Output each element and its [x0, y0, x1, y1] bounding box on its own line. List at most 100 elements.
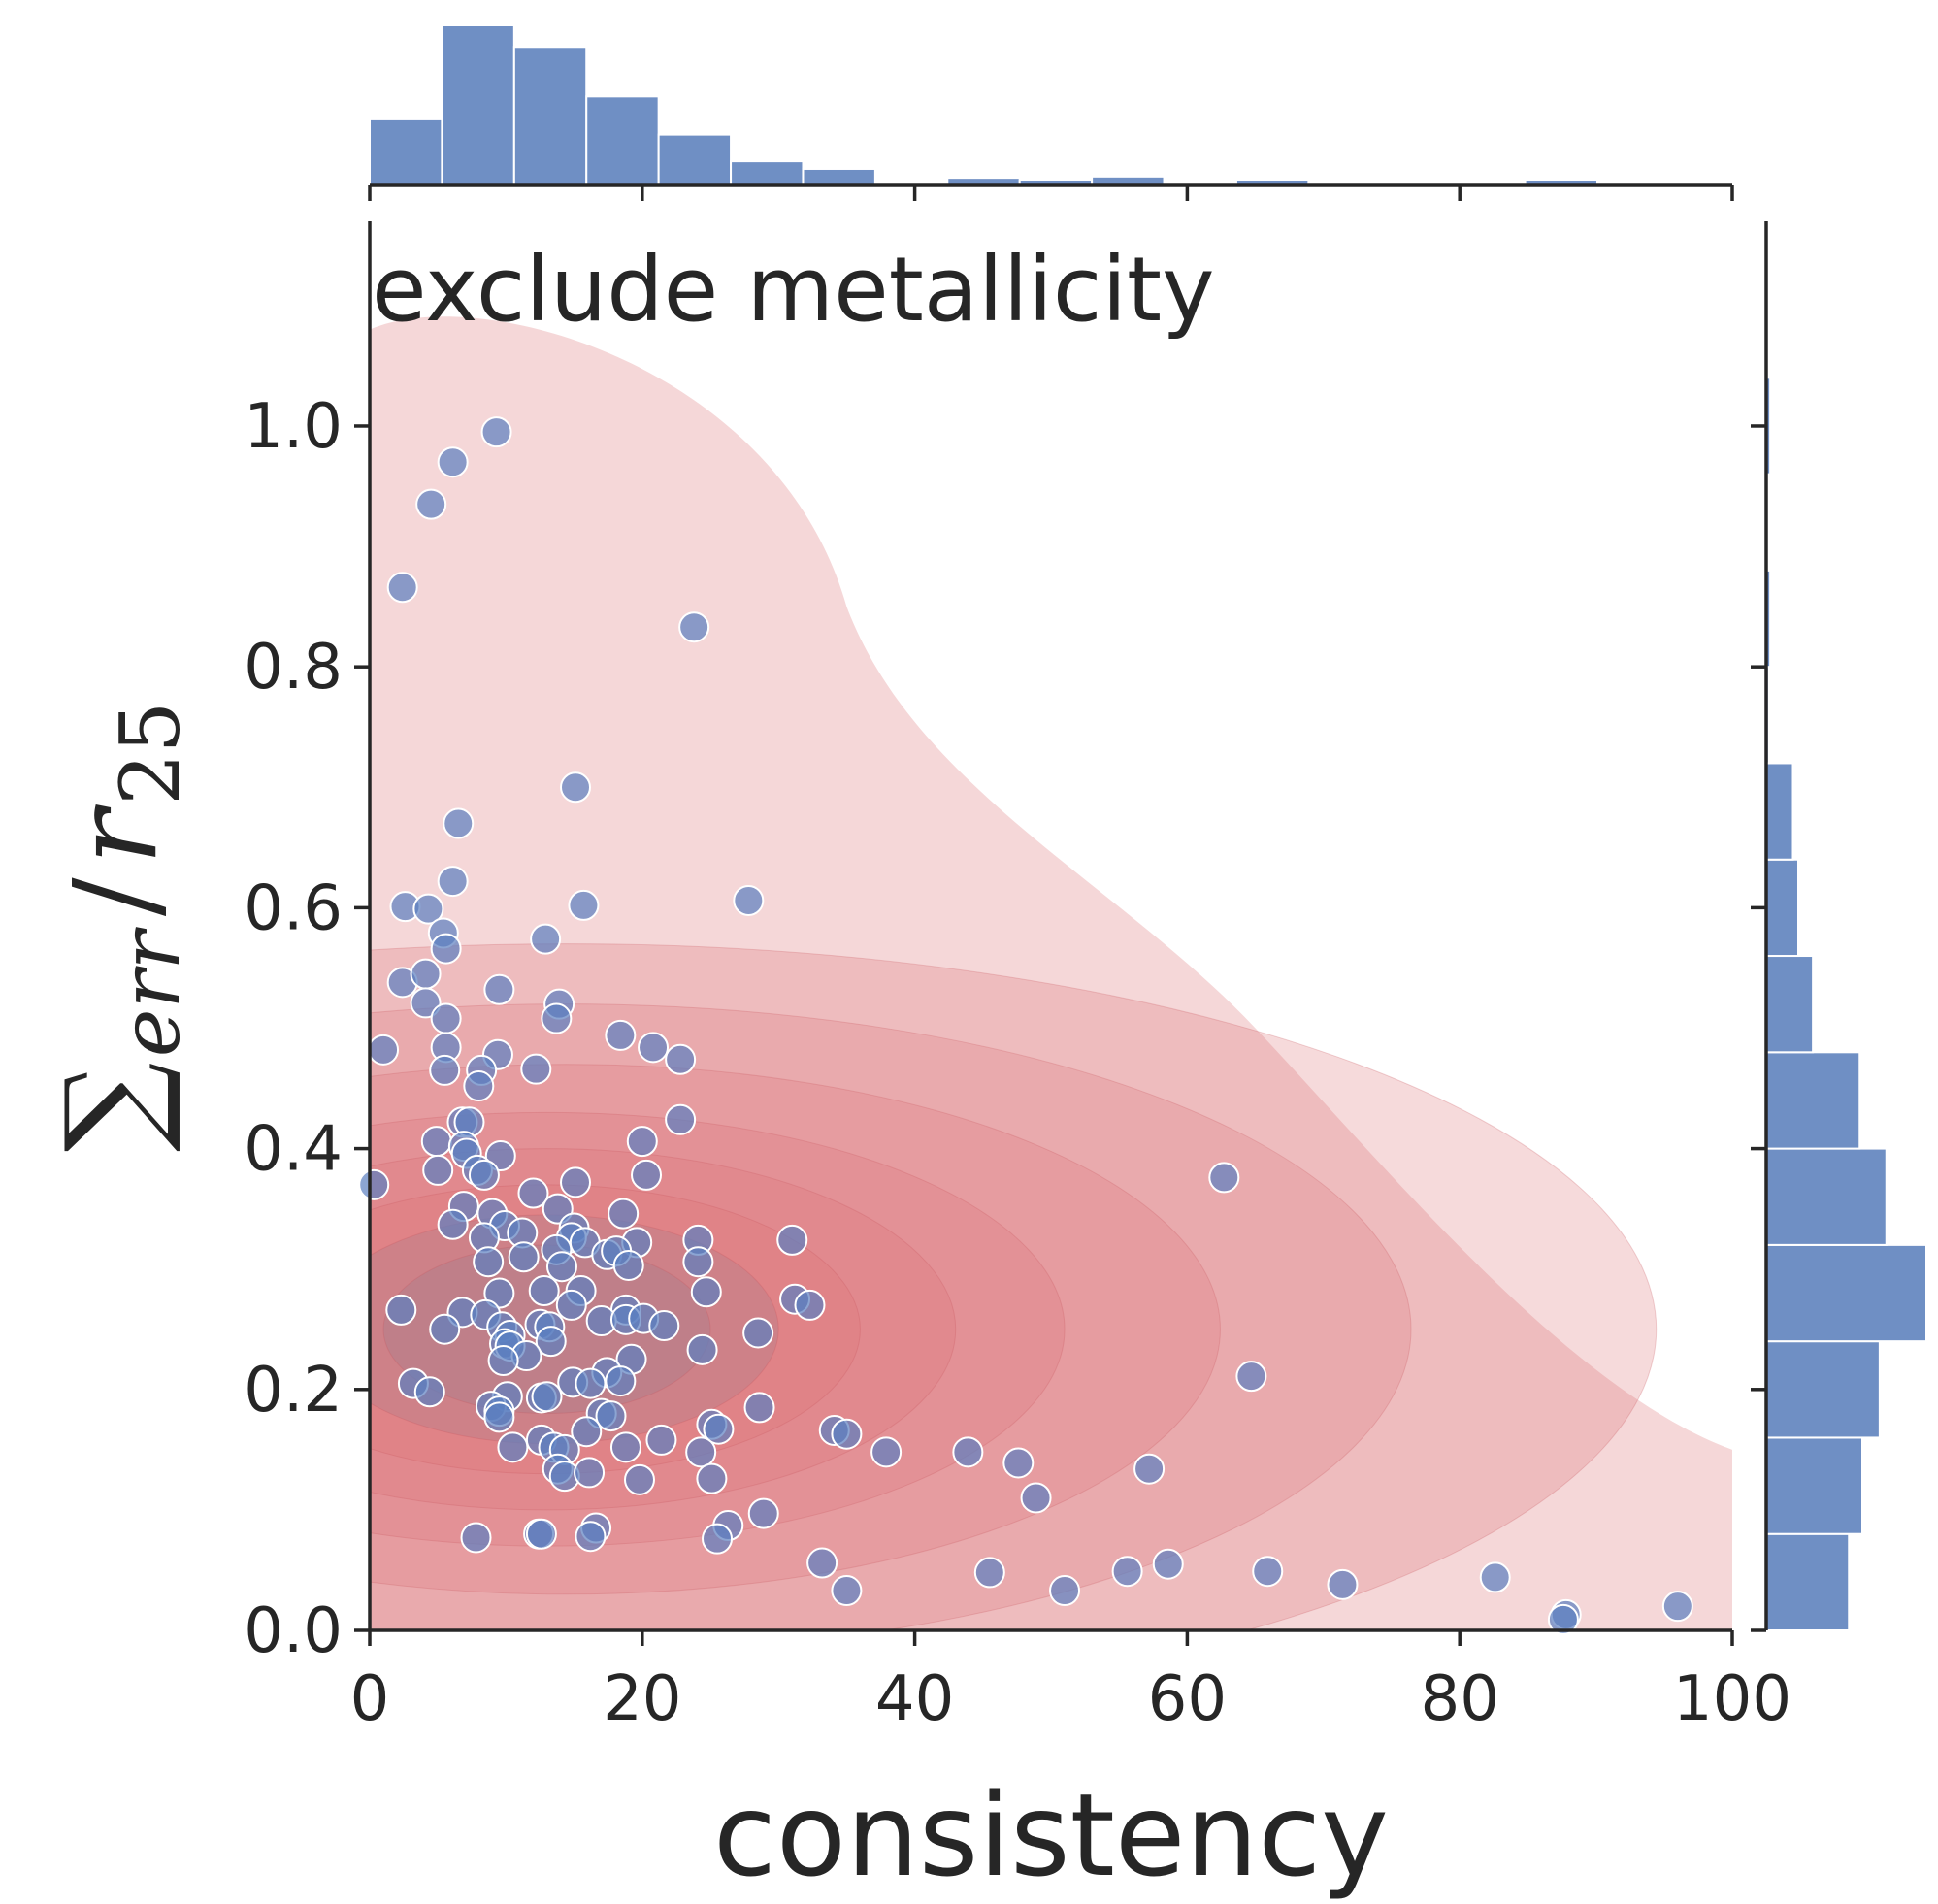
top-marginal-histogram [369, 24, 1671, 187]
scatter-point [437, 446, 469, 478]
scatter-point [517, 1177, 549, 1209]
scatter-point [743, 1392, 775, 1424]
scatter-point [483, 1401, 515, 1433]
right-hist-bar [1765, 762, 1794, 861]
x-tick-label: 20 [603, 1663, 681, 1735]
scatter-point [733, 884, 765, 916]
scatter-point [460, 1522, 492, 1554]
scatter-point [528, 1275, 560, 1307]
scatter-point [574, 1457, 606, 1489]
scatter-point [690, 1276, 722, 1308]
top-hist-bar [802, 167, 876, 187]
scatter-point [531, 1381, 563, 1413]
scatter-point [686, 1333, 718, 1365]
scatter-point [1002, 1447, 1035, 1479]
x-tick-label: 60 [1148, 1663, 1227, 1735]
y-label-r: r [49, 804, 182, 865]
scatter-point [702, 1523, 734, 1555]
scatter-point [626, 1126, 658, 1158]
y-label-slash: / [49, 877, 182, 916]
y-label-r-subscript: 25 [103, 702, 198, 805]
scatter-point [430, 1002, 462, 1034]
y-label-sigma: ∑ [38, 1062, 185, 1152]
scatter-point [463, 1070, 495, 1102]
x-axis-title: consistency [713, 1768, 1389, 1902]
kde-contours [370, 316, 1732, 1630]
scatter-point [575, 1521, 607, 1553]
scatter-point [410, 958, 442, 990]
scatter-point [545, 1251, 577, 1283]
scatter-point [1152, 1548, 1184, 1580]
y-axis-title: ∑ err / r 25 [38, 702, 198, 1152]
right-hist-bar [1765, 1532, 1851, 1631]
scatter-point [480, 416, 512, 448]
top-hist-bar [369, 117, 443, 186]
scatter-point [1020, 1482, 1052, 1514]
scatter-point [437, 866, 469, 898]
scatter-point [1133, 1453, 1166, 1485]
scatter-point [696, 1462, 728, 1494]
axes [368, 183, 1768, 1632]
y-ticks: 0.0 0.2 0.4 0.6 0.8 1.0 [244, 391, 1766, 1667]
x-tick-label: 40 [875, 1663, 954, 1735]
scatter-point [368, 1034, 400, 1066]
scatter-point [1327, 1568, 1359, 1600]
scatter-point [385, 1294, 417, 1326]
scatter-point [541, 1002, 573, 1034]
y-tick-label: 0.0 [244, 1595, 343, 1667]
scatter-point [645, 1424, 677, 1456]
right-hist-bar [1765, 858, 1799, 958]
scatter-point [555, 1289, 587, 1321]
scatter-point [1547, 1603, 1579, 1635]
scatter-point [575, 1367, 607, 1399]
scatter-point [560, 1166, 592, 1198]
x-tick-label: 0 [350, 1663, 390, 1735]
scatter-point [831, 1575, 863, 1607]
scatter-point [623, 1463, 655, 1495]
scatter-point [443, 807, 475, 839]
y-tick-label: 0.6 [244, 872, 343, 944]
scatter-point [420, 1126, 452, 1158]
scatter-point [358, 1168, 390, 1200]
right-hist-bar [1765, 1436, 1863, 1535]
scatter-point [612, 1249, 644, 1281]
scatter-point [560, 771, 592, 804]
right-hist-bar [1765, 1051, 1861, 1150]
scatter-point [703, 1413, 735, 1445]
scatter-point [747, 1497, 779, 1529]
scatter-point [468, 1159, 500, 1191]
top-hist-bar [657, 133, 733, 186]
scatter-point [410, 987, 442, 1019]
x-ticks: 0 20 40 60 80 100 [350, 185, 1791, 1735]
right-marginal-histogram [1765, 377, 1927, 1631]
y-label-subscript: err [103, 926, 198, 1057]
scatter-points [358, 416, 1693, 1635]
scatter-point [665, 1103, 697, 1135]
scatter-point [508, 1241, 540, 1273]
scatter-point [742, 1317, 774, 1349]
scatter-point [525, 1518, 557, 1550]
scatter-point [1235, 1361, 1267, 1393]
right-hist-bar [1765, 1243, 1927, 1343]
scatter-point [429, 1313, 461, 1345]
scatter-point [831, 1418, 863, 1450]
scatter-point [1049, 1575, 1081, 1607]
scatter-point [609, 1431, 641, 1463]
x-tick-label: 80 [1420, 1663, 1498, 1735]
right-hist-bar [1765, 1147, 1888, 1246]
top-hist-bar [730, 160, 805, 187]
scatter-point [413, 1376, 445, 1408]
scatter-point [1479, 1561, 1511, 1593]
scatter-point [412, 893, 444, 925]
scatter-point [568, 889, 600, 921]
svg-text:∑ err / r: ∑ err / r 25 [38, 702, 198, 1152]
scatter-point [682, 1246, 714, 1278]
scatter-point [595, 1400, 627, 1432]
scatter-point [638, 1032, 670, 1064]
scatter-point [952, 1436, 984, 1468]
scatter-point [487, 1345, 519, 1377]
scatter-point [535, 1326, 567, 1358]
y-tick-label: 1.0 [244, 391, 343, 463]
top-hist-bar [441, 24, 515, 186]
